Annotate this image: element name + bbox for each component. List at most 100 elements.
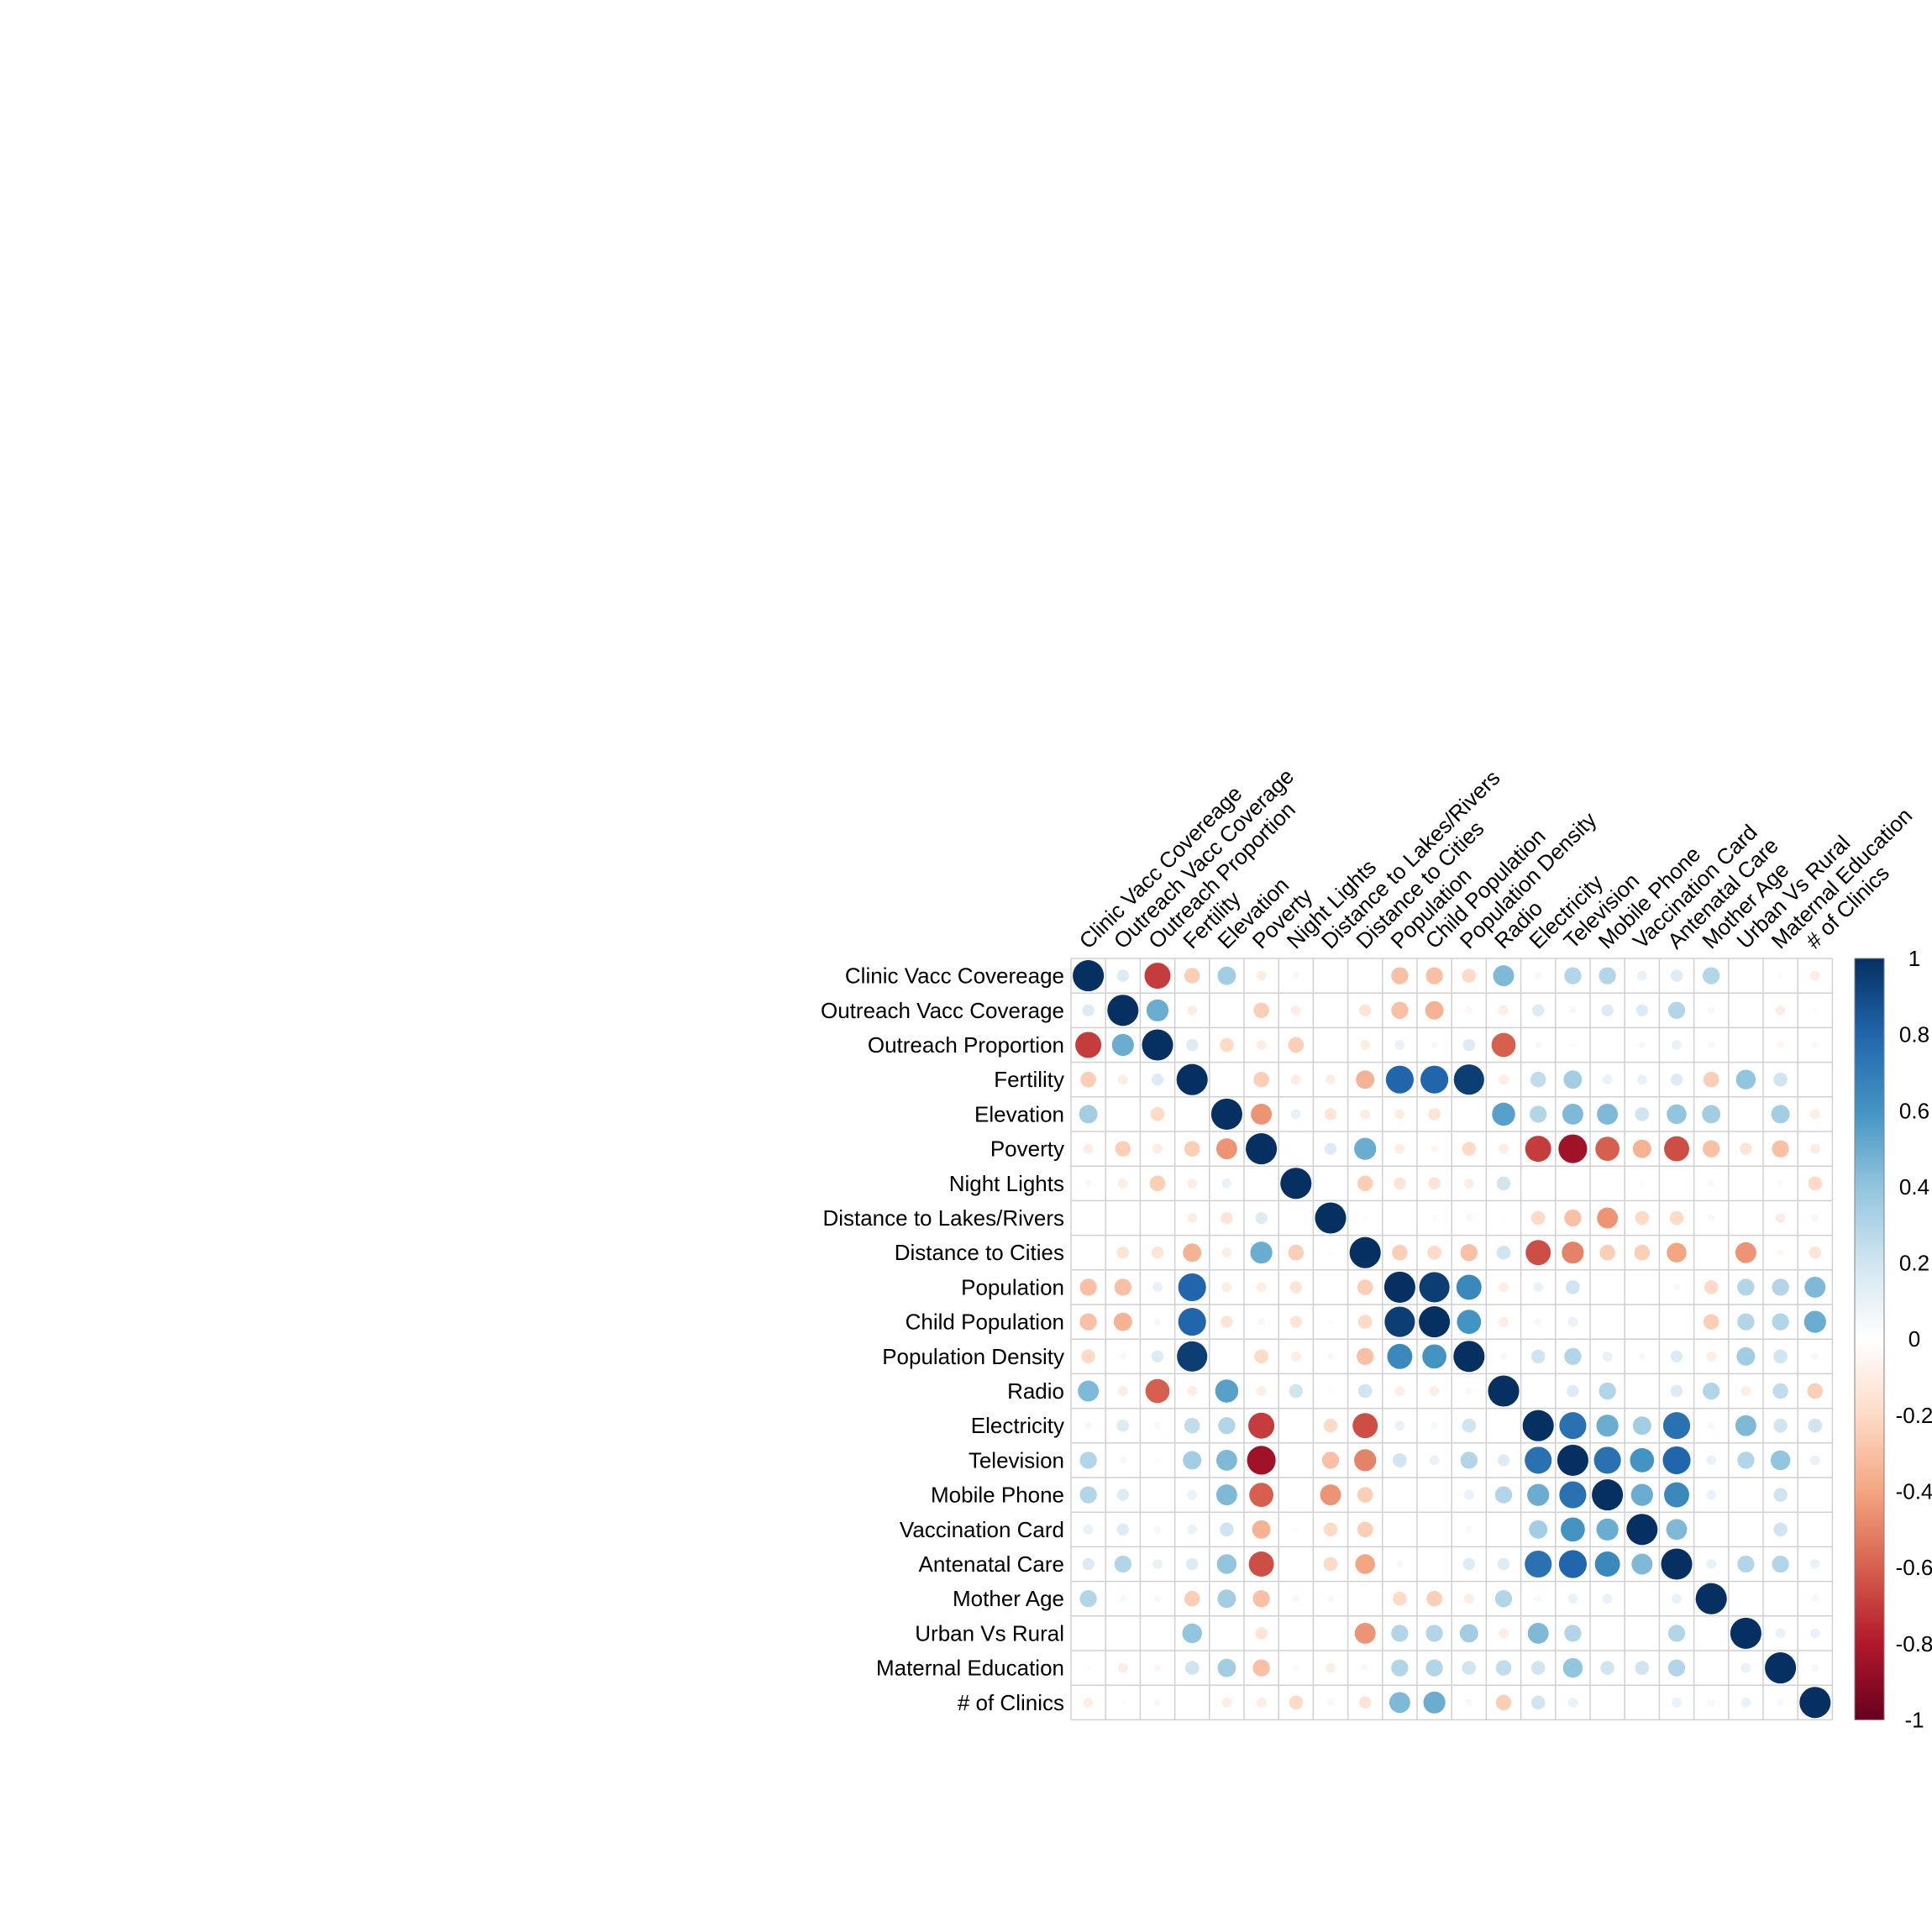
color-legend-tick-label: 0.2 [1899,1251,1929,1276]
correlation-circle [1084,1179,1092,1187]
correlation-circle [1116,1523,1129,1536]
correlation-circle [1393,1453,1407,1467]
correlation-circle [1566,1280,1580,1294]
correlation-circle [1559,1481,1587,1509]
correlation-circle [1635,1661,1650,1675]
correlation-circle [1593,1446,1621,1474]
correlation-circle [1809,1559,1820,1569]
correlation-circle [1462,969,1477,983]
correlation-circle [1215,1484,1237,1506]
correlation-circle [1184,968,1200,984]
correlation-circle [1429,1455,1440,1466]
correlation-circle [1708,1179,1715,1187]
correlation-circle [1356,1070,1375,1089]
correlation-circle [1153,1595,1162,1603]
correlation-circle [1428,1177,1441,1189]
correlation-circle [1807,1383,1824,1399]
correlation-circle [1117,1074,1128,1085]
correlation-circle [1638,1041,1646,1049]
correlation-circle [1289,1281,1302,1294]
correlation-circle [1121,1700,1126,1705]
correlation-circle [1494,1486,1513,1504]
correlation-circle [1667,1625,1686,1642]
correlation-circle [1294,1527,1299,1532]
correlation-circle [1323,1522,1338,1537]
correlation-circle [1499,1005,1509,1016]
correlation-circle [1522,1410,1554,1441]
correlation-circle [1670,969,1683,982]
correlation-circle [1597,1103,1619,1125]
correlation-circle [1811,1041,1819,1049]
correlation-circle [1527,1622,1549,1644]
correlation-circle [1638,1352,1646,1360]
correlation-circle [1187,1005,1198,1016]
correlation-circle [1460,1452,1478,1469]
color-legend-border [1854,958,1885,1720]
correlation-circle [1221,1697,1232,1708]
correlation-circle [1740,1386,1751,1396]
correlation-circle [1292,972,1299,979]
correlation-circle [1326,1595,1335,1603]
correlation-circle [1288,1037,1305,1053]
correlation-circle [1602,1593,1613,1604]
correlation-circle [1187,1213,1198,1223]
correlation-circle [1221,1178,1232,1189]
correlation-circle [1529,1520,1548,1539]
correlation-circle [1177,1341,1208,1372]
correlation-circle [1114,1555,1131,1573]
correlation-circle [1670,1350,1683,1362]
correlation-circle [1570,1042,1576,1048]
correlation-circle [1360,1109,1371,1120]
correlation-circle [1662,1446,1691,1474]
correlation-circle [1809,970,1820,981]
row-label: Clinic Vacc Covereage [845,963,1064,989]
correlation-circle [1740,1142,1752,1155]
correlation-circle [1564,967,1582,984]
correlation-circle [1669,1210,1684,1226]
correlation-circle [1186,1038,1199,1052]
color-legend-tick-label: 0 [1908,1326,1920,1352]
color-legend-tick-label: 0.8 [1899,1022,1929,1047]
correlation-circle [1357,1347,1374,1365]
correlation-circle [1561,1517,1585,1542]
correlation-circle [1326,1074,1336,1085]
correlation-circle [1772,1383,1788,1399]
row-label: Child Population [906,1310,1064,1335]
correlation-circle [1775,1213,1786,1223]
correlation-circle [1255,1627,1268,1640]
correlation-circle [1525,1240,1551,1266]
correlation-circle [1497,1454,1510,1467]
correlation-circle [1419,1272,1450,1303]
correlation-circle [1525,1136,1551,1163]
correlation-circle [1773,1418,1788,1433]
correlation-circle [1073,960,1105,992]
correlation-circle [1149,1175,1166,1192]
correlation-circle [1667,1242,1687,1263]
correlation-circle [1558,1550,1587,1578]
correlation-circle [1431,1215,1437,1221]
correlation-circle [1082,1004,1095,1016]
row-label: Television [969,1447,1064,1473]
correlation-circle [1525,1550,1552,1578]
correlation-circle [1533,1282,1544,1293]
correlation-circle [1462,1661,1477,1675]
correlation-circle [1495,1660,1512,1676]
row-label: Radio [1007,1378,1064,1404]
correlation-circle [1254,1349,1268,1364]
correlation-circle [1326,1698,1335,1706]
correlation-circle [1463,1178,1474,1189]
correlation-circle [1323,1557,1338,1572]
correlation-circle [1221,1315,1233,1328]
correlation-circle [1428,1108,1441,1121]
correlation-circle [1564,1209,1582,1227]
correlation-circle [1184,1417,1200,1434]
correlation-circle [1119,1595,1126,1603]
correlation-circle [1535,1318,1542,1326]
correlation-circle [1562,1242,1584,1264]
correlation-circle [1362,1664,1369,1672]
correlation-circle [1602,1074,1613,1085]
correlation-circle [1494,1590,1513,1608]
row-label: Mobile Phone [931,1483,1064,1508]
correlation-circle [1592,1479,1624,1511]
